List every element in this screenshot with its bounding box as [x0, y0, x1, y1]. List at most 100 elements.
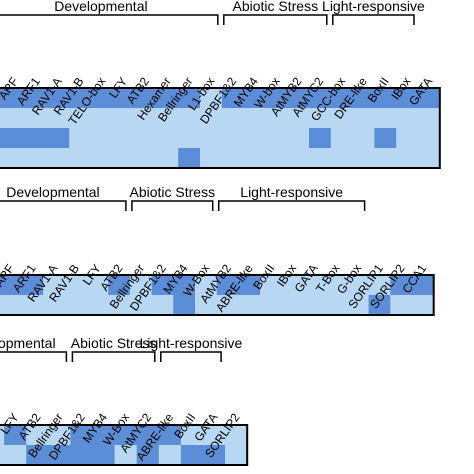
heatmap-cell	[325, 275, 348, 296]
group-bracket	[71, 351, 156, 362]
heatmap-cell	[303, 295, 326, 316]
heatmap-cell	[3, 108, 27, 129]
heatmap-cell	[396, 108, 419, 129]
heatmap-cell	[281, 275, 305, 296]
heatmap-cell	[25, 128, 48, 149]
heatmap-cell	[70, 425, 94, 446]
heatmap-cell	[265, 128, 288, 149]
heatmap-cell	[346, 275, 370, 296]
heatmap-cell	[0, 148, 5, 169]
heatmap-cell	[265, 88, 288, 109]
heatmap-cell	[0, 425, 5, 446]
heatmap-cell	[156, 88, 179, 109]
heatmap-cell	[396, 88, 419, 109]
group-bracket	[332, 14, 415, 25]
group-label: Light-responsive	[240, 184, 343, 200]
heatmap-cell	[195, 295, 218, 316]
heatmap-cell	[243, 148, 266, 169]
heatmap-cell	[0, 295, 22, 316]
heatmap-cell	[243, 108, 266, 129]
heatmap-cell	[352, 128, 375, 149]
heatmap-cell	[309, 108, 332, 129]
heatmap-cell	[69, 128, 92, 149]
heatmap-cell	[158, 445, 182, 466]
heatmap-cell	[47, 108, 70, 129]
heatmap-cell	[69, 148, 92, 169]
heatmap-cell	[238, 295, 261, 316]
heatmap-cell	[25, 88, 48, 109]
heatmap-cell	[4, 445, 27, 466]
heatmap-border	[0, 87, 441, 169]
heatmap-cell	[216, 295, 239, 316]
heatmap-cell	[390, 295, 413, 316]
heatmap-cell	[136, 445, 160, 466]
heatmap-cell	[309, 128, 332, 149]
heatmap-cell	[346, 295, 370, 316]
group-label: Light-responsive	[140, 335, 243, 351]
heatmap-cell	[91, 88, 114, 109]
heatmap-cell	[200, 148, 223, 169]
heatmap-cell	[287, 108, 310, 129]
heatmap-cell	[86, 275, 109, 296]
heatmap-border	[0, 274, 435, 316]
heatmap-cell	[225, 425, 248, 446]
heatmap-cell	[203, 445, 226, 466]
heatmap-cell	[48, 445, 71, 466]
group-bracket	[0, 14, 219, 25]
group-label: lopmental	[0, 335, 56, 351]
heatmap-cell	[200, 128, 223, 149]
heatmap-cell	[195, 275, 218, 296]
heatmap-cell	[91, 128, 114, 149]
heatmap-cell	[265, 148, 288, 169]
heatmap-cell	[112, 148, 136, 169]
heatmap-cell	[3, 148, 27, 169]
heatmap-cell	[91, 148, 114, 169]
heatmap-cell	[418, 148, 441, 169]
heatmap-panel-2: Developmental Abiotic Stress Light-respons…	[0, 184, 435, 316]
heatmap-cell	[134, 128, 157, 149]
heatmap-cell	[92, 425, 116, 446]
heatmap-cell	[112, 128, 136, 149]
heatmap-cell	[374, 88, 397, 109]
heatmap-cell	[21, 275, 44, 296]
heatmap-cell	[260, 295, 283, 316]
heatmap-cell	[265, 108, 288, 129]
heatmap-cell	[64, 275, 88, 296]
heatmap-cell	[3, 88, 27, 109]
group-bracket	[0, 200, 127, 211]
heatmap-cell	[216, 275, 239, 296]
heatmap-cell	[86, 295, 109, 316]
group-label: Developmental	[6, 184, 99, 200]
heatmap-cell	[178, 148, 201, 169]
heatmap-cell	[390, 275, 413, 296]
heatmap-cell	[287, 88, 310, 109]
group-bracket	[160, 351, 222, 362]
heatmap-cell	[0, 128, 5, 149]
heatmap-cell	[309, 88, 332, 109]
heatmap-cell	[112, 108, 136, 129]
heatmap-cell	[26, 445, 49, 466]
heatmap-cell	[21, 295, 44, 316]
group-label: Abiotic Stress	[71, 335, 157, 351]
heatmap-cell	[156, 108, 179, 129]
heatmap-cell	[221, 128, 245, 149]
heatmap-cell	[238, 275, 261, 296]
heatmap-cell	[92, 445, 116, 466]
heatmap-cell	[0, 108, 5, 129]
heatmap-cell	[200, 88, 223, 109]
heatmap-cell	[330, 148, 354, 169]
heatmap-cell	[352, 148, 375, 169]
heatmap-cell	[352, 88, 375, 109]
heatmap-cell	[180, 445, 204, 466]
heatmap-cell	[325, 295, 348, 316]
group-bracket	[131, 200, 214, 211]
heatmap-cell	[203, 425, 226, 446]
heatmap-cell	[129, 275, 153, 296]
group-bracket	[0, 351, 68, 362]
heatmap-cell	[151, 275, 174, 296]
heatmap-cell	[243, 128, 266, 149]
heatmap-cell	[221, 108, 245, 129]
heatmap-cell	[25, 108, 48, 129]
heatmap-cell	[412, 275, 435, 296]
